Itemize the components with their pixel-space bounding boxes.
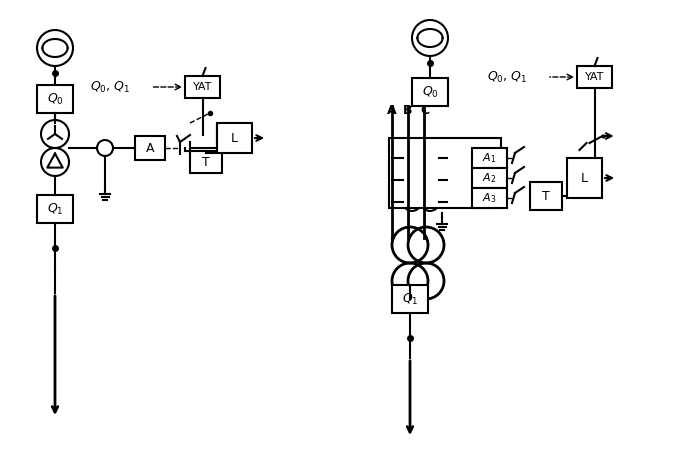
Text: A: A [387,104,397,117]
Text: YAT: YAT [193,82,212,92]
Text: $Q_0$, $Q_1$: $Q_0$, $Q_1$ [90,80,130,95]
Bar [190,151,222,173]
Bar [412,78,448,106]
Text: $Q_0$: $Q_0$ [422,84,439,100]
Bar [577,66,612,88]
Bar [389,138,501,208]
Text: $A_1$: $A_1$ [482,151,496,165]
Text: $Q_1$: $Q_1$ [402,292,418,307]
Bar [37,85,73,113]
Bar [530,182,562,210]
Text: L: L [231,132,238,145]
Text: $A_2$: $A_2$ [482,171,496,185]
Text: YAT: YAT [584,72,604,82]
Bar [567,158,602,198]
Text: C: C [420,104,430,117]
Text: A: A [146,141,154,154]
Text: T: T [202,155,210,168]
Bar [135,136,165,160]
Text: $Q_1$: $Q_1$ [47,201,63,217]
Bar [185,76,220,98]
Bar [392,285,428,313]
Text: B: B [403,104,413,117]
Bar [472,188,507,208]
Text: $Q_0$: $Q_0$ [47,91,63,107]
Text: L: L [581,171,588,184]
Bar [472,148,507,168]
Text: $Q_0$, $Q_1$: $Q_0$, $Q_1$ [487,69,528,85]
Bar [472,168,507,188]
Bar [37,195,73,223]
Text: T: T [542,190,550,203]
Text: $A_3$: $A_3$ [482,191,496,205]
Bar [217,123,252,153]
